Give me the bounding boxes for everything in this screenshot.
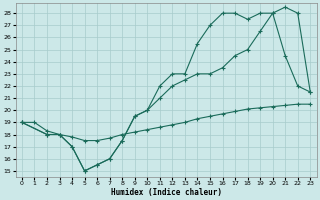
X-axis label: Humidex (Indice chaleur): Humidex (Indice chaleur) [111, 188, 221, 197]
